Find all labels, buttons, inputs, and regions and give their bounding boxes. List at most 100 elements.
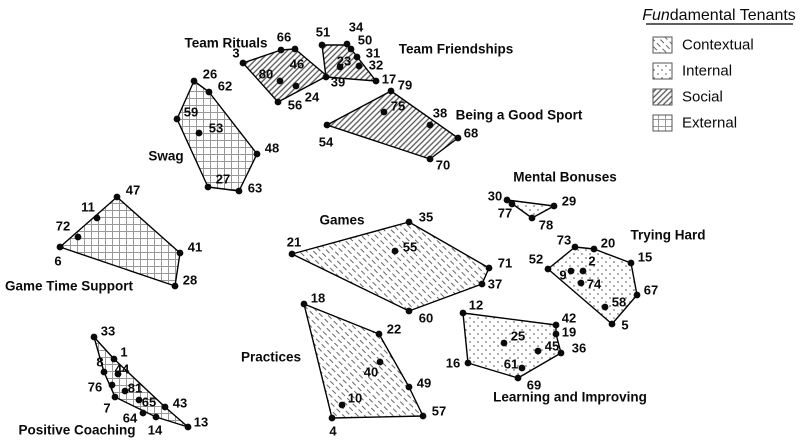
point-dot-21 <box>288 250 296 258</box>
point-dot-9 <box>567 267 575 275</box>
point-label-58: 58 <box>612 295 626 310</box>
point-label-17: 17 <box>382 72 396 87</box>
point-dot-41 <box>176 249 184 257</box>
point-dot-76 <box>108 381 116 389</box>
point-dot-58 <box>601 303 609 311</box>
point-label-76: 76 <box>88 380 102 395</box>
point-label-71: 71 <box>498 256 512 271</box>
point-label-55: 55 <box>403 240 417 255</box>
point-dot-3 <box>239 59 247 67</box>
point-label-61: 61 <box>504 357 518 372</box>
point-dot-27 <box>204 183 212 191</box>
point-label-6: 6 <box>54 254 61 269</box>
legend-label-contextual: Contextual <box>682 37 754 54</box>
point-dot-69 <box>514 374 522 382</box>
point-dot-6 <box>56 243 64 251</box>
point-label-78: 78 <box>539 218 553 233</box>
legend-title-italic: Fun <box>642 7 670 24</box>
cluster-name-practices: Practices <box>241 350 301 365</box>
point-label-28: 28 <box>183 273 197 288</box>
legend-label-internal: Internal <box>682 63 732 80</box>
point-label-67: 67 <box>644 283 658 298</box>
point-label-32: 32 <box>369 58 383 73</box>
point-dot-53 <box>195 129 203 137</box>
point-label-73: 73 <box>557 233 571 248</box>
point-dot-19 <box>552 330 560 338</box>
point-label-22: 22 <box>387 322 401 337</box>
point-dot-63 <box>235 187 243 195</box>
point-dot-68 <box>454 134 462 142</box>
point-label-29: 29 <box>562 194 576 209</box>
cluster-being-a-good-sport: 79 75 38 68 70 54 Being a Good Sport <box>319 78 583 173</box>
point-dot-22 <box>375 330 383 338</box>
point-dot-59 <box>173 115 181 123</box>
point-dot-39 <box>322 73 330 81</box>
point-dot-30 <box>503 196 511 204</box>
point-label-5: 5 <box>621 318 628 333</box>
point-dot-7 <box>111 393 119 401</box>
cluster-name-swag: Swag <box>148 149 183 164</box>
point-dot-42 <box>552 321 560 329</box>
point-dot-52 <box>544 265 552 273</box>
point-dot-81 <box>121 387 129 395</box>
cluster-hull-game-time-support <box>59 196 181 287</box>
point-label-13: 13 <box>194 415 208 430</box>
legend-title: Fundamental Tenants <box>642 7 796 24</box>
point-label-53: 53 <box>209 121 223 136</box>
point-dot-17 <box>372 77 380 85</box>
point-label-49: 49 <box>417 376 431 391</box>
point-dot-24 <box>292 82 300 90</box>
point-label-42: 42 <box>562 311 576 326</box>
legend-swatch-social <box>652 88 673 106</box>
point-label-36: 36 <box>572 341 586 356</box>
legend-swatch-external <box>652 114 673 132</box>
point-label-33: 33 <box>101 324 115 339</box>
point-label-70: 70 <box>436 158 450 173</box>
cluster-trying-hard: 52 73 20 15 9 2 74 67 58 5 Trying Hard <box>529 228 706 333</box>
point-label-51: 51 <box>316 25 330 40</box>
point-label-65: 65 <box>142 395 156 410</box>
point-dot-23 <box>336 63 344 71</box>
point-dot-43 <box>161 403 169 411</box>
point-dot-51 <box>318 41 326 49</box>
point-label-30: 30 <box>488 189 502 204</box>
point-dot-65 <box>135 396 143 404</box>
point-dot-67 <box>633 291 641 299</box>
point-label-19: 19 <box>562 325 576 340</box>
legend-item-contextual: Contextual <box>652 36 754 54</box>
cluster-positive-coaching: 33 1 8 44 76 81 7 65 64 14 43 13 Positive Coaching <box>18 324 208 438</box>
point-label-66: 66 <box>277 30 291 45</box>
point-dot-1 <box>110 355 118 363</box>
point-label-34: 34 <box>349 20 364 35</box>
point-label-64: 64 <box>123 411 138 426</box>
point-dot-2 <box>579 267 587 275</box>
point-dot-38 <box>426 121 434 129</box>
point-dot-31 <box>353 53 361 61</box>
cluster-name-games: Games <box>319 213 364 228</box>
point-label-3: 3 <box>232 46 239 61</box>
point-dot-46 <box>291 45 299 53</box>
point-label-50: 50 <box>358 33 372 48</box>
point-label-18: 18 <box>311 291 325 306</box>
point-dot-64 <box>139 409 147 417</box>
legend-item-social: Social <box>652 88 723 106</box>
point-label-41: 41 <box>188 240 202 255</box>
cluster-name-trying-hard: Trying Hard <box>630 228 705 243</box>
point-dot-33 <box>90 333 98 341</box>
point-dot-49 <box>405 383 413 391</box>
point-label-20: 20 <box>601 236 615 251</box>
point-label-80: 80 <box>259 67 273 82</box>
point-dot-29 <box>550 202 558 210</box>
legend-label-social: Social <box>682 89 723 106</box>
point-dot-5 <box>608 320 616 328</box>
cluster-name-learning-and-improving: Learning and Improving <box>493 390 647 405</box>
point-label-39: 39 <box>331 75 345 90</box>
point-dot-72 <box>74 233 82 241</box>
point-label-79: 79 <box>398 78 412 93</box>
point-label-43: 43 <box>173 396 187 411</box>
point-dot-73 <box>571 243 579 251</box>
point-dot-11 <box>93 214 101 222</box>
